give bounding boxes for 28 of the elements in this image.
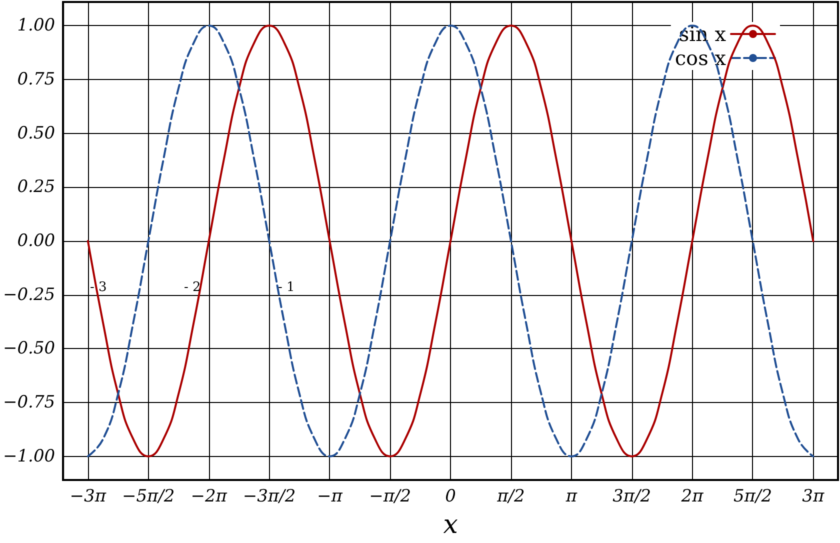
y-tick-label: 0.00 [17, 231, 56, 251]
x-tick-label: 2π [680, 486, 704, 506]
y-tick-label: 0.50 [17, 123, 56, 144]
x-tick-label: −5π/2 [122, 486, 175, 506]
y-tick-label: −0.75 [2, 392, 56, 412]
x-tick-label: π/2 [496, 486, 525, 506]
y-tick-label: 0.25 [17, 177, 56, 198]
x-tick-label: 3π [802, 486, 825, 506]
y-tick-label: −0.25 [2, 284, 56, 305]
y-tick-label: −1.00 [2, 446, 56, 466]
legend-label: cos x [674, 46, 727, 70]
annotation: - 3 [90, 280, 107, 295]
x-tick-label: 5π/2 [733, 486, 772, 506]
y-tick-label: 1.00 [17, 16, 56, 36]
y-tick-label: 0.75 [17, 70, 56, 90]
annotation: - 1 [278, 280, 295, 295]
x-tick-label: π [564, 486, 578, 506]
x-tick-label: −π [316, 486, 344, 506]
x-tick-label: −2π [190, 486, 228, 506]
line-series [86, 24, 814, 458]
y-tick-label: −0.50 [2, 338, 56, 359]
x-tick-label: 0 [445, 486, 456, 506]
x-tick-label: −π/2 [369, 486, 412, 506]
x-tick-label: −3π [70, 486, 107, 506]
x-tick-label: −3π/2 [242, 486, 296, 506]
annotation: - 2 [184, 280, 201, 295]
x-axis-title: x [443, 510, 458, 540]
x-tick-label: 3π/2 [612, 486, 652, 506]
